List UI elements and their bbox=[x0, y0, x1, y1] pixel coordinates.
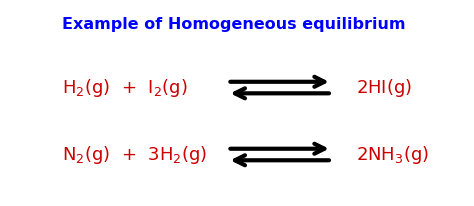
Text: $\mathregular{2HI(g)}$: $\mathregular{2HI(g)}$ bbox=[356, 77, 412, 98]
Text: Example of Homogeneous equilibrium: Example of Homogeneous equilibrium bbox=[62, 17, 405, 32]
Text: $\mathregular{N_2}$$\mathregular{(g)}$  +  $\mathregular{3H_2}$$\mathregular{(g): $\mathregular{N_2}$$\mathregular{(g)}$ +… bbox=[62, 144, 207, 165]
Text: $\mathregular{H_2}$$\mathregular{(g)}$  +  $\mathregular{I_2}$$\mathregular{(g)}: $\mathregular{H_2}$$\mathregular{(g)}$ +… bbox=[62, 77, 187, 98]
Text: $\mathregular{2NH_3(g)}$: $\mathregular{2NH_3(g)}$ bbox=[356, 144, 428, 165]
